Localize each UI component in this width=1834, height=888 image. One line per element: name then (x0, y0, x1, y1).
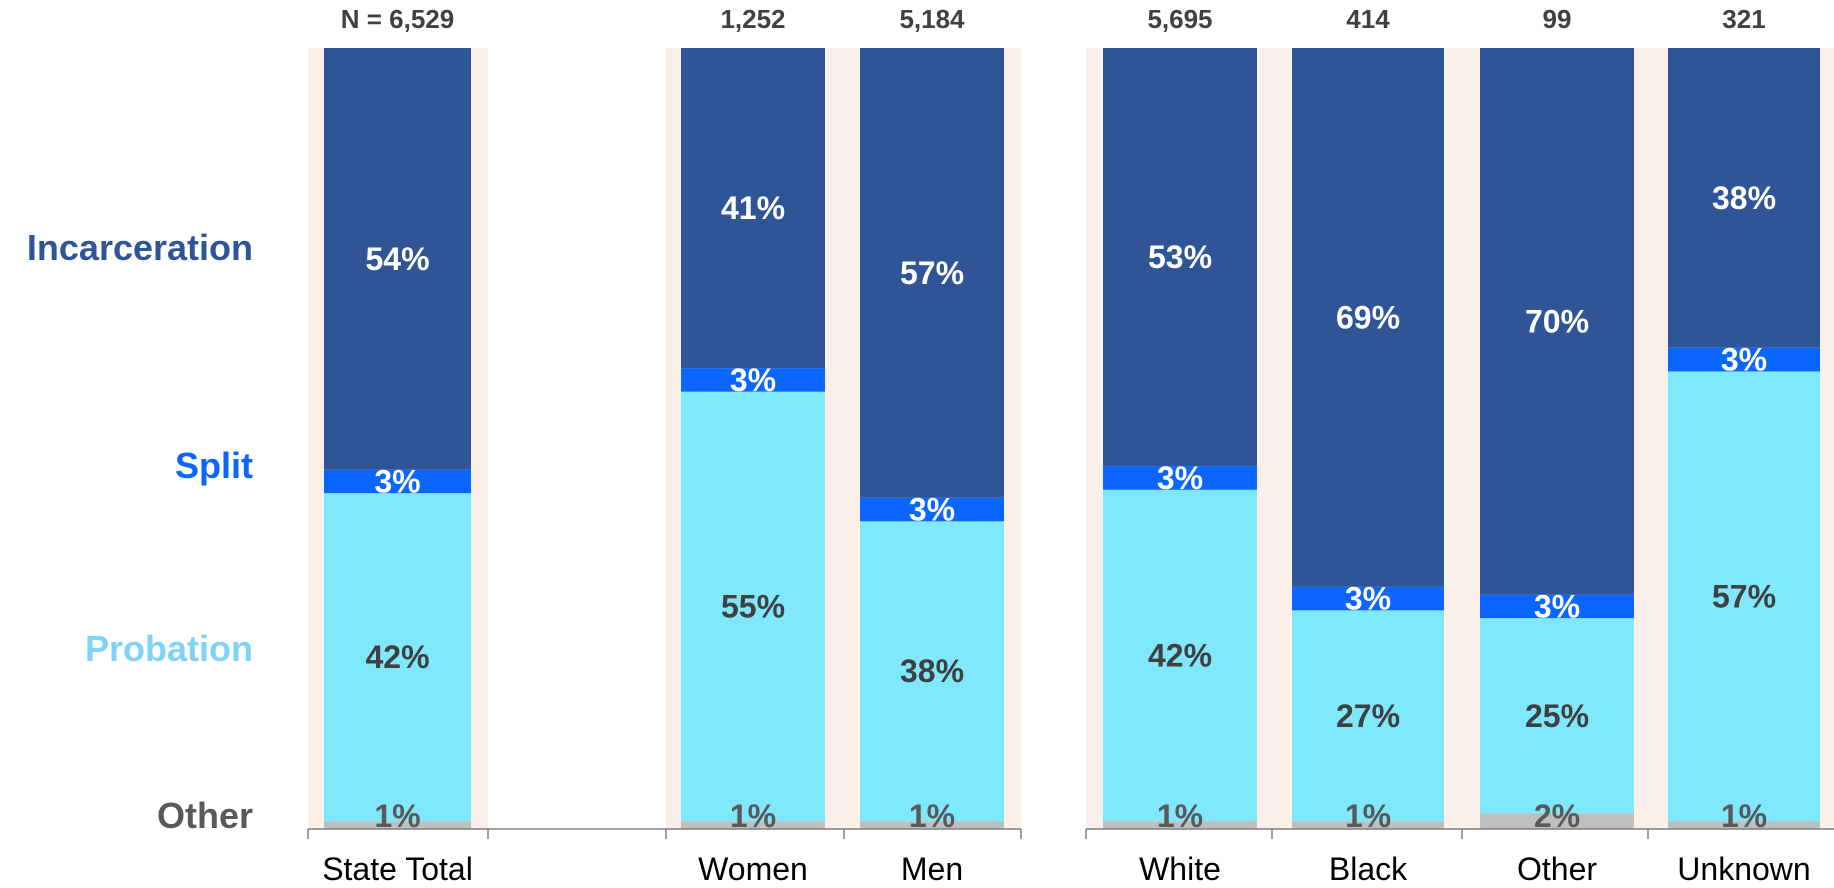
category-label-men: Men (901, 851, 963, 887)
data-label-black-other: 1% (1345, 798, 1391, 834)
category-labels: State Total Women Men White Black Other Unknow… (322, 851, 1811, 887)
n-count-unknown: 321 (1722, 4, 1765, 34)
data-label-white-other: 1% (1157, 798, 1203, 834)
bar-segment-state-total-incarceration (324, 48, 471, 470)
data-label-state-total-other: 1% (374, 798, 420, 834)
bar-segment-white-other (1103, 821, 1257, 829)
data-label-men-other: 1% (909, 798, 955, 834)
bar-segment-unknown-probation (1668, 371, 1820, 822)
bar-segment-black-incarceration (1292, 48, 1444, 587)
bar-segment-other-other (1480, 813, 1634, 829)
bar-segment-other-probation (1480, 618, 1634, 814)
data-label-white-probation: 42% (1148, 637, 1212, 673)
category-label-other: Other (1517, 851, 1597, 887)
bar-segment-unknown-split (1668, 347, 1820, 372)
bar-segment-women-other (681, 821, 825, 829)
bar-segment-state-total-split (324, 469, 471, 494)
bar-segment-other-split (1480, 594, 1634, 619)
n-count-state-total: N = 6,529 (341, 4, 454, 34)
data-label-men-split: 3% (909, 492, 955, 528)
data-label-unknown-split: 3% (1721, 342, 1767, 378)
category-label-white: White (1139, 851, 1221, 887)
data-label-unknown-other: 1% (1721, 798, 1767, 834)
data-label-women-split: 3% (730, 362, 776, 398)
data-label-women-other: 1% (730, 798, 776, 834)
n-count-other: 99 (1543, 4, 1572, 34)
chart-bars: 1% 42% 3% 54% 1% 55% 3% 41% 1% 38% 3% 57% 1% 42% 3% 53%… (324, 48, 1820, 834)
category-label-black: Black (1329, 851, 1408, 887)
category-label-unknown: Unknown (1677, 851, 1810, 887)
n-count-black: 414 (1346, 4, 1390, 34)
bar-segment-unknown-other (1668, 821, 1820, 829)
bar-segment-other-incarceration (1480, 48, 1634, 595)
n-count-labels: N = 6,529 1,252 5,184 5,695 414 99 321 (341, 4, 1766, 34)
data-label-black-probation: 27% (1336, 698, 1400, 734)
bar-segment-men-split (860, 497, 1004, 522)
data-label-other-other: 2% (1534, 798, 1580, 834)
bar-segment-white-probation (1103, 489, 1257, 822)
data-label-women-incarceration: 41% (721, 190, 785, 226)
data-label-black-incarceration: 69% (1336, 299, 1400, 335)
data-label-unknown-probation: 57% (1712, 578, 1776, 614)
data-label-white-incarceration: 53% (1148, 239, 1212, 275)
x-axis (307, 828, 1834, 839)
n-count-white: 5,695 (1147, 4, 1212, 34)
bar-segment-men-other (860, 821, 1004, 829)
bar-segment-state-total-probation (324, 493, 471, 822)
bar-segment-men-incarceration (860, 48, 1004, 498)
data-label-state-total-split: 3% (374, 463, 420, 499)
chart-legend: Incarceration Split Probation Other (27, 227, 253, 836)
data-label-state-total-probation: 42% (365, 639, 429, 675)
bar-segment-unknown-incarceration (1668, 48, 1820, 348)
bar-segment-women-split (681, 368, 825, 392)
data-label-men-incarceration: 57% (900, 255, 964, 291)
legend-label-other: Other (157, 795, 253, 836)
data-label-women-probation: 55% (721, 588, 785, 624)
data-label-other-split: 3% (1534, 588, 1580, 624)
legend-label-incarceration: Incarceration (27, 227, 253, 268)
n-count-men: 5,184 (899, 4, 965, 34)
data-label-other-probation: 25% (1525, 698, 1589, 734)
bar-segment-black-split (1292, 586, 1444, 611)
legend-label-probation: Probation (85, 628, 253, 669)
bar-segment-state-total-other (324, 821, 471, 829)
category-label-women: Women (698, 851, 808, 887)
data-label-white-split: 3% (1157, 460, 1203, 496)
n-count-women: 1,252 (720, 4, 785, 34)
bar-segment-women-probation (681, 391, 825, 822)
bar-segment-black-probation (1292, 610, 1444, 822)
bar-segment-white-split (1103, 466, 1257, 490)
bar-segment-white-incarceration (1103, 48, 1257, 467)
data-label-men-probation: 38% (900, 653, 964, 689)
bar-segment-black-other (1292, 821, 1444, 829)
data-label-black-split: 3% (1345, 581, 1391, 617)
bar-segment-women-incarceration (681, 48, 825, 369)
category-label-state-total: State Total (322, 851, 473, 887)
data-label-unknown-incarceration: 38% (1712, 180, 1776, 216)
data-label-state-total-incarceration: 54% (365, 241, 429, 277)
data-label-other-incarceration: 70% (1525, 303, 1589, 339)
legend-label-split: Split (175, 445, 253, 486)
bar-segment-men-probation (860, 521, 1004, 822)
